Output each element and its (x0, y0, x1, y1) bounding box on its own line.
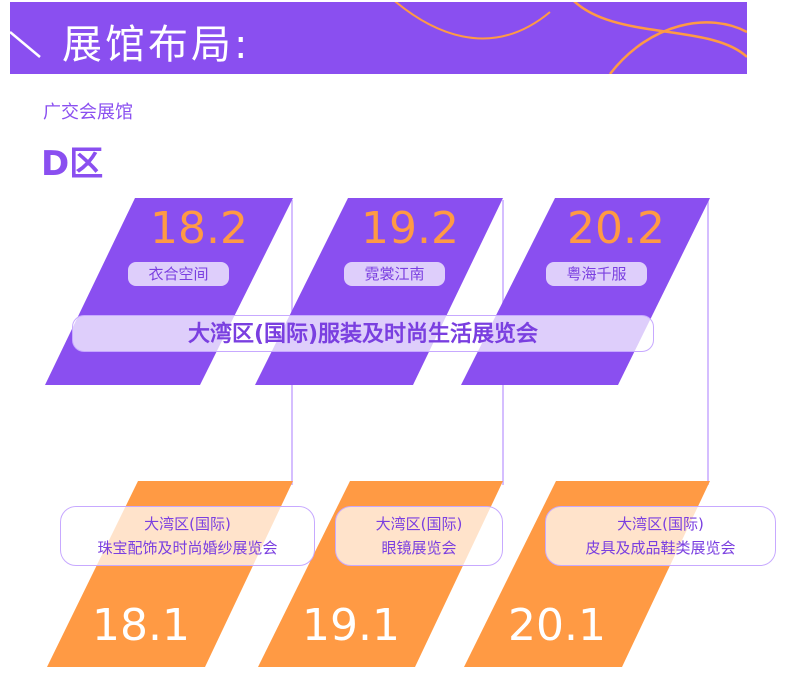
hall-number: 19.2 (361, 203, 459, 254)
fair-card-19-1: 大湾区(国际) 眼镜展览会 (335, 506, 503, 566)
fair-card-20-1: 大湾区(国际) 皮具及成品鞋类展览会 (545, 506, 776, 566)
fair-card-line2: 皮具及成品鞋类展览会 (585, 539, 736, 557)
upper-fair-name: 大湾区(国际)服装及时尚生活展览会 (72, 315, 654, 352)
header-banner: 展馆布局: (10, 2, 747, 74)
fair-card-line1: 大湾区(国际) (144, 515, 231, 533)
fair-card-line2: 眼镜展览会 (381, 539, 457, 557)
hall-number: 18.1 (92, 600, 190, 651)
venue-label: 广交会展馆 (43, 102, 133, 123)
hall-label: 霓裳江南 (344, 262, 445, 286)
hall-number: 19.1 (302, 600, 400, 651)
fair-card-18-1: 大湾区(国际) 珠宝配饰及时尚婚纱展览会 (60, 506, 315, 566)
hall-label: 衣合空间 (128, 262, 229, 286)
decorative-curves (10, 2, 747, 74)
zone-label: D区 (41, 144, 104, 184)
fair-card-line1: 大湾区(国际) (375, 515, 463, 533)
page-title: 展馆布局: (62, 22, 251, 68)
hall-label: 粤海千服 (546, 262, 647, 286)
hall-number: 20.1 (508, 600, 606, 651)
fair-card-line2: 珠宝配饰及时尚婚纱展览会 (97, 539, 278, 557)
fair-card-line1: 大湾区(国际) (617, 515, 704, 533)
hall-number: 18.2 (150, 203, 248, 254)
hall-number: 20.2 (567, 203, 665, 254)
